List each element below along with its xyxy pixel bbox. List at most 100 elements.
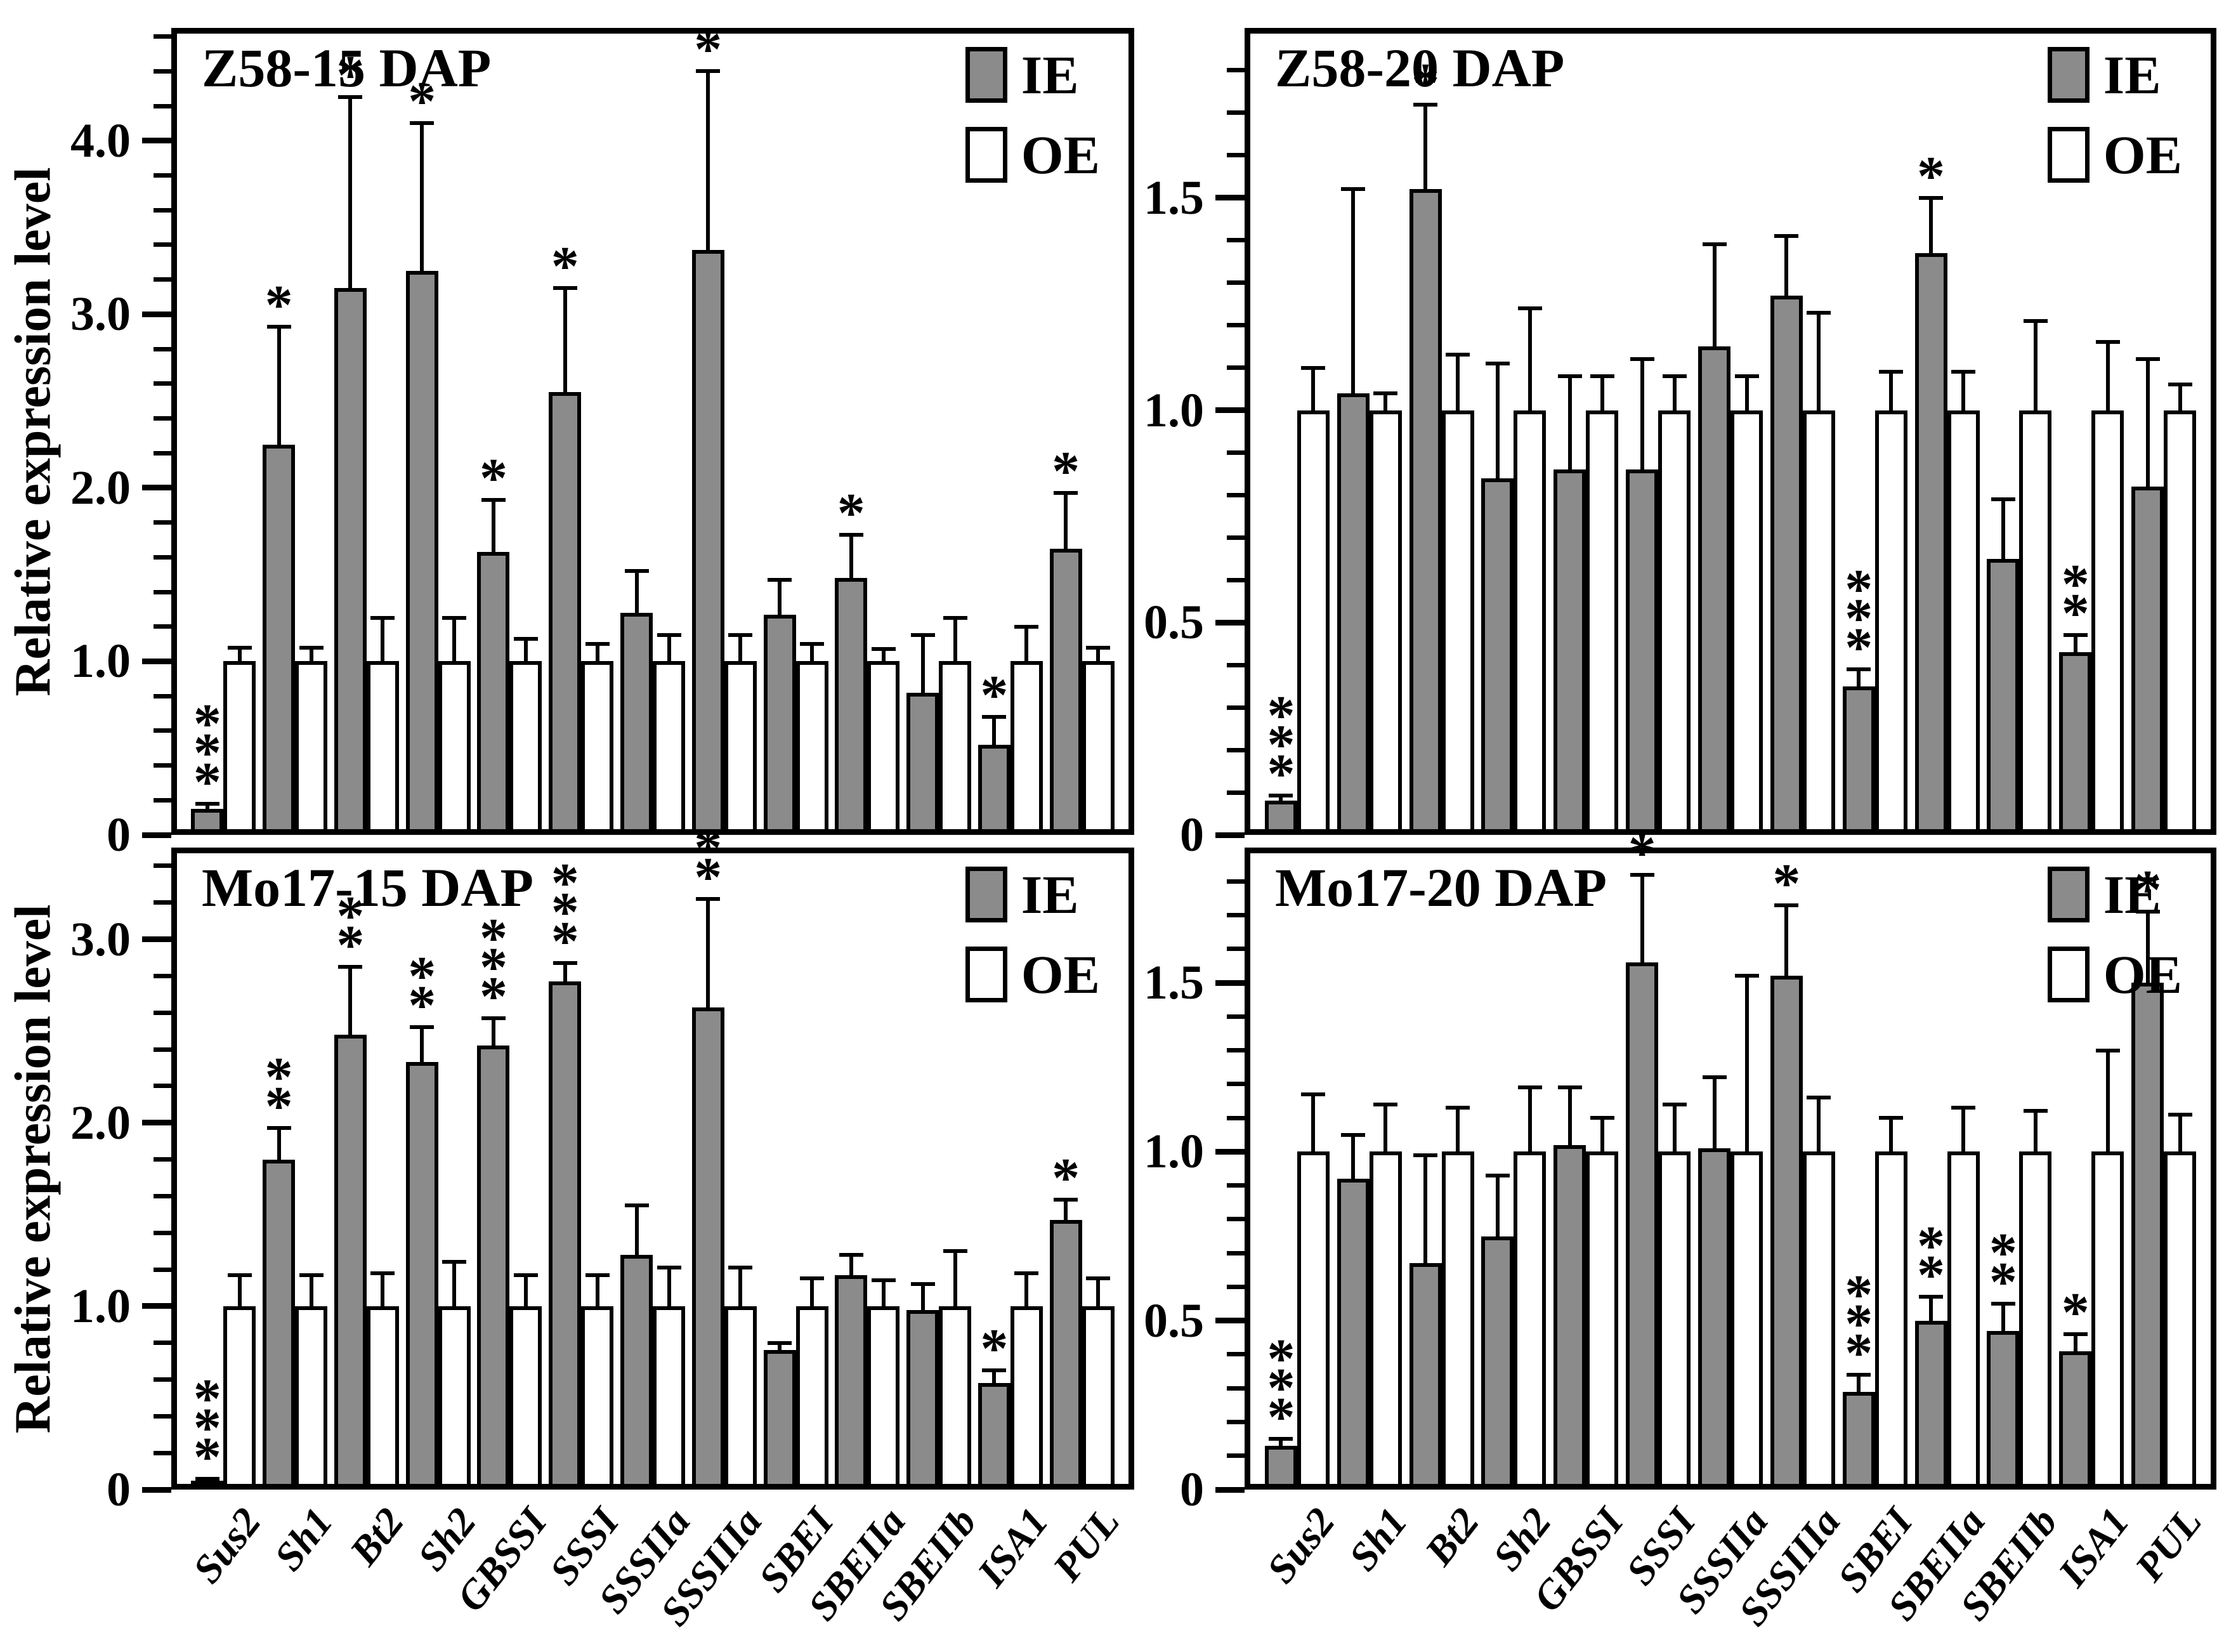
error-bar-cap <box>982 1368 1007 1373</box>
error-bar-cap <box>442 616 467 620</box>
asterisk: * <box>265 1076 293 1138</box>
bar-ie-SSSIIa <box>620 612 653 835</box>
y-major-tick <box>142 658 171 664</box>
error-bar-cap <box>910 633 935 638</box>
bar-oe-Sh2 <box>1514 1151 1547 1490</box>
y-minor-tick <box>1227 1352 1245 1357</box>
error-bar-line <box>1712 1077 1717 1149</box>
error-bar-cap <box>481 498 506 502</box>
error-bar-line <box>920 635 925 693</box>
error-bar-line <box>2178 384 2182 410</box>
error-bar-line <box>309 1275 313 1306</box>
error-bar-line <box>2105 342 2110 410</box>
y-major-tick <box>142 936 171 943</box>
error-bar-line <box>810 1278 814 1306</box>
error-bar-line <box>1024 626 1029 662</box>
legend-label: OE <box>1021 944 1100 1005</box>
y-tick-label: 4.0 <box>70 114 131 167</box>
error-bar-line <box>2073 635 2077 653</box>
legend-item-oe: OE <box>2047 947 2182 1002</box>
bar-oe-PUL <box>2164 1151 2197 1490</box>
error-bar-line <box>1456 355 1460 410</box>
error-bar-line <box>667 635 671 662</box>
bar-ie-Sh1 <box>1337 1178 1370 1490</box>
bar-ie-SSSIIIa <box>1770 295 1803 835</box>
bar-ie-SBEIIb <box>1987 558 2020 835</box>
y-minor-tick <box>154 173 171 178</box>
error-bar-cap <box>768 577 792 582</box>
error-bar-cap <box>1879 1116 1904 1120</box>
y-tick-label: 2.0 <box>70 1096 131 1150</box>
asterisk: * <box>1989 1252 2017 1314</box>
error-bar-cap <box>2095 340 2120 344</box>
legend: IE OE <box>2047 864 2182 1002</box>
y-tick-label: 0.5 <box>1144 1294 1204 1347</box>
significance-marker: * * * <box>1233 688 1328 803</box>
y-tick-label: 1.0 <box>70 1279 131 1333</box>
plot-area: 0 1.0 2.0 3.0 * * * * * * * * * * * * * * * * * * * Sus2 Sh1 Bt2 S… <box>70 820 1134 1634</box>
oe-swatch-icon <box>965 127 1007 183</box>
significance-marker: * * * <box>160 696 255 810</box>
legend-label: IE <box>2103 864 2161 925</box>
panel-mo17-15-dap: 0 1.0 2.0 3.0 * * * * * * * * * * * * * * * * * * * Sus2 Sh1 Bt2 S… <box>6 820 1134 1634</box>
y-minor-tick <box>154 1193 171 1198</box>
asterisk: * <box>694 846 723 908</box>
error-bar-line <box>1857 1374 1861 1392</box>
error-bar-cap <box>1951 1106 1976 1110</box>
bar-ie-ISA1 <box>2059 652 2092 835</box>
error-bar-line <box>778 1342 782 1351</box>
y-major-tick <box>142 832 171 838</box>
asterisk: * <box>479 966 507 1028</box>
bar-ie-SSSI <box>1626 962 1659 1490</box>
error-bar-cap <box>410 1025 435 1030</box>
bar-oe-Sh2 <box>438 1306 471 1490</box>
error-bar-cap <box>513 636 538 641</box>
y-major-tick <box>1215 1486 1245 1493</box>
error-bar-line <box>1527 1087 1532 1152</box>
error-bar-cap <box>1446 1106 1470 1110</box>
error-bar-cap <box>982 714 1007 719</box>
y-minor-tick <box>1227 1386 1245 1391</box>
error-bar-cap <box>1054 1198 1078 1202</box>
error-bar-cap <box>227 1273 252 1277</box>
error-bar-line <box>523 638 528 662</box>
y-minor-tick <box>1227 747 1245 752</box>
error-bar-cap <box>2135 910 2160 914</box>
error-bar-line <box>706 71 710 251</box>
y-minor-tick <box>1227 662 1245 667</box>
legend-item-oe: OE <box>2047 127 2182 183</box>
y-minor-tick <box>154 1010 171 1015</box>
bar-oe-SBEIIa <box>1947 410 1980 835</box>
y-tick-label: 1.0 <box>1144 383 1204 437</box>
y-minor-tick <box>1227 153 1245 158</box>
y-major-tick <box>1215 980 1245 986</box>
error-bar-line <box>992 716 997 745</box>
error-bar-line <box>738 1268 743 1306</box>
error-bar-cap <box>553 961 577 966</box>
bar-oe-Bt2 <box>366 1306 399 1490</box>
bar-oe-SSSIIIa <box>724 661 757 835</box>
error-bar-line <box>667 1268 671 1306</box>
y-minor-tick <box>154 416 171 421</box>
oe-swatch-icon <box>965 947 1007 1002</box>
y-axis-title: Relative expression level <box>5 904 62 1433</box>
significance-marker: * * * <box>518 856 613 970</box>
error-bar-cap <box>299 645 324 650</box>
bar-oe-SBEIIa <box>1947 1151 1980 1490</box>
panel-title: Z58-20 DAP <box>1275 37 1565 98</box>
error-bar-line <box>2145 359 2150 487</box>
bar-ie-SSSIIIa <box>691 1007 724 1490</box>
asterisk: * <box>265 274 293 336</box>
error-bar-line <box>1600 376 1604 410</box>
bar-ie-Sh1 <box>1337 393 1370 835</box>
panel-title: Z58-15 DAP <box>202 37 492 98</box>
significance-marker: * <box>946 668 1042 724</box>
error-bar-line <box>953 618 957 662</box>
error-bar-line <box>1929 1297 1933 1321</box>
y-major-tick <box>1215 195 1245 201</box>
bar-oe-Bt2 <box>1441 1151 1474 1490</box>
error-bar-line <box>1640 874 1644 963</box>
bar-ie-SBEIIa <box>835 1275 868 1490</box>
error-bar-cap <box>442 1260 467 1264</box>
asterisk: * <box>1267 1387 1295 1449</box>
